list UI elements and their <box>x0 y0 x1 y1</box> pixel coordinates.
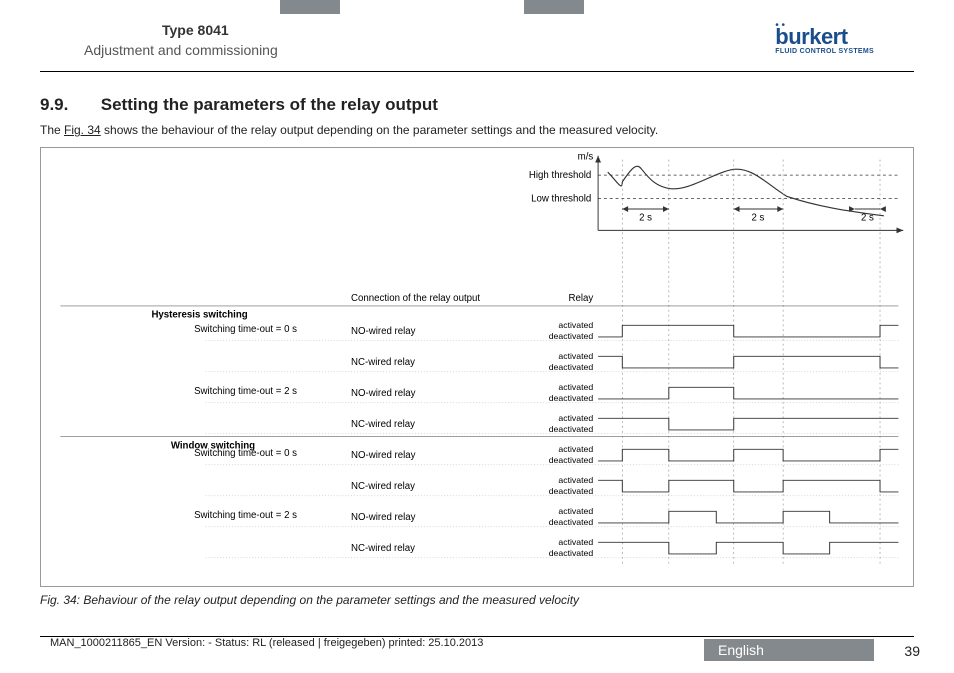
type-label: Type 8041 <box>162 22 278 38</box>
svg-text:activated: activated <box>558 444 593 454</box>
high-threshold-label: High threshold <box>529 170 591 181</box>
page-number: 39 <box>904 643 920 659</box>
svg-text:NO-wired relay: NO-wired relay <box>351 326 416 337</box>
svg-text:activated: activated <box>558 537 593 547</box>
svg-text:activated: activated <box>558 413 593 423</box>
caption-text: Behaviour of the relay output depending … <box>83 593 579 607</box>
svg-text:Switching time-out = 0 s: Switching time-out = 0 s <box>194 448 297 459</box>
brand-logo: • • burkert FLUID CONTROL SYSTEMS <box>775 20 874 55</box>
figure-link[interactable]: Fig. 34 <box>64 123 101 137</box>
logo-tagline: FLUID CONTROL SYSTEMS <box>775 48 874 55</box>
svg-text:deactivated: deactivated <box>549 424 594 434</box>
col-connection: Connection of the relay output <box>351 293 480 304</box>
header-subtitle: Adjustment and commissioning <box>84 42 278 58</box>
svg-text:Switching time-out = 2 s: Switching time-out = 2 s <box>194 386 297 397</box>
svg-text:NC-wired relay: NC-wired relay <box>351 481 415 492</box>
section-heading: Setting the parameters of the relay outp… <box>101 95 438 114</box>
figure-caption: Fig. 34: Behaviour of the relay output d… <box>40 593 914 607</box>
bar-accent-left <box>280 0 340 14</box>
svg-text:Switching time-out = 2 s: Switching time-out = 2 s <box>194 510 297 521</box>
axis-unit: m/s <box>578 152 594 163</box>
svg-text:deactivated: deactivated <box>549 517 594 527</box>
bar-accent-right <box>524 0 584 14</box>
language-bar: English <box>704 639 874 661</box>
svg-text:deactivated: deactivated <box>549 393 594 403</box>
svg-text:NO-wired relay: NO-wired relay <box>351 388 416 399</box>
svg-text:deactivated: deactivated <box>549 362 594 372</box>
velocity-curve <box>608 166 884 216</box>
relay-diagram: m/s High threshold Low threshold 2 s 2 s… <box>41 148 913 574</box>
svg-text:activated: activated <box>558 475 593 485</box>
svg-text:NC-wired relay: NC-wired relay <box>351 419 415 430</box>
svg-text:deactivated: deactivated <box>549 331 594 341</box>
svg-text:activated: activated <box>558 506 593 516</box>
intro-pre: The <box>40 123 64 137</box>
logo-name: burkert <box>775 27 874 47</box>
section-number: 9.9. <box>40 95 96 115</box>
header-titles: Type 8041 Adjustment and commissioning <box>40 22 278 58</box>
intro-post: shows the behaviour of the relay output … <box>101 123 658 137</box>
top-decorative-bars <box>0 0 954 14</box>
low-threshold-label: Low threshold <box>531 193 591 204</box>
svg-text:NO-wired relay: NO-wired relay <box>351 512 416 523</box>
group-hysteresis: Hysteresis switching <box>151 310 247 321</box>
section-title: 9.9. Setting the parameters of the relay… <box>40 95 914 115</box>
col-relay: Relay <box>569 293 594 304</box>
svg-text:NC-wired relay: NC-wired relay <box>351 357 415 368</box>
page-header: Type 8041 Adjustment and commissioning •… <box>40 20 914 72</box>
delay-label-3: 2 s <box>861 213 874 224</box>
svg-text:activated: activated <box>558 351 593 361</box>
svg-text:deactivated: deactivated <box>549 486 594 496</box>
svg-text:activated: activated <box>558 382 593 392</box>
content-area: 9.9. Setting the parameters of the relay… <box>40 95 914 633</box>
figure-box: m/s High threshold Low threshold 2 s 2 s… <box>40 147 914 587</box>
svg-text:NO-wired relay: NO-wired relay <box>351 450 416 461</box>
svg-text:activated: activated <box>558 320 593 330</box>
delay-label-1: 2 s <box>639 213 652 224</box>
svg-text:deactivated: deactivated <box>549 455 594 465</box>
caption-label: Fig. 34: <box>40 593 80 607</box>
svg-text:deactivated: deactivated <box>549 548 594 558</box>
svg-text:NC-wired relay: NC-wired relay <box>351 543 415 554</box>
intro-paragraph: The Fig. 34 shows the behaviour of the r… <box>40 123 914 137</box>
delay-label-2: 2 s <box>751 213 764 224</box>
svg-text:Switching time-out = 0 s: Switching time-out = 0 s <box>194 324 297 335</box>
footer-metadata: MAN_1000211865_EN Version: - Status: RL … <box>50 637 483 649</box>
